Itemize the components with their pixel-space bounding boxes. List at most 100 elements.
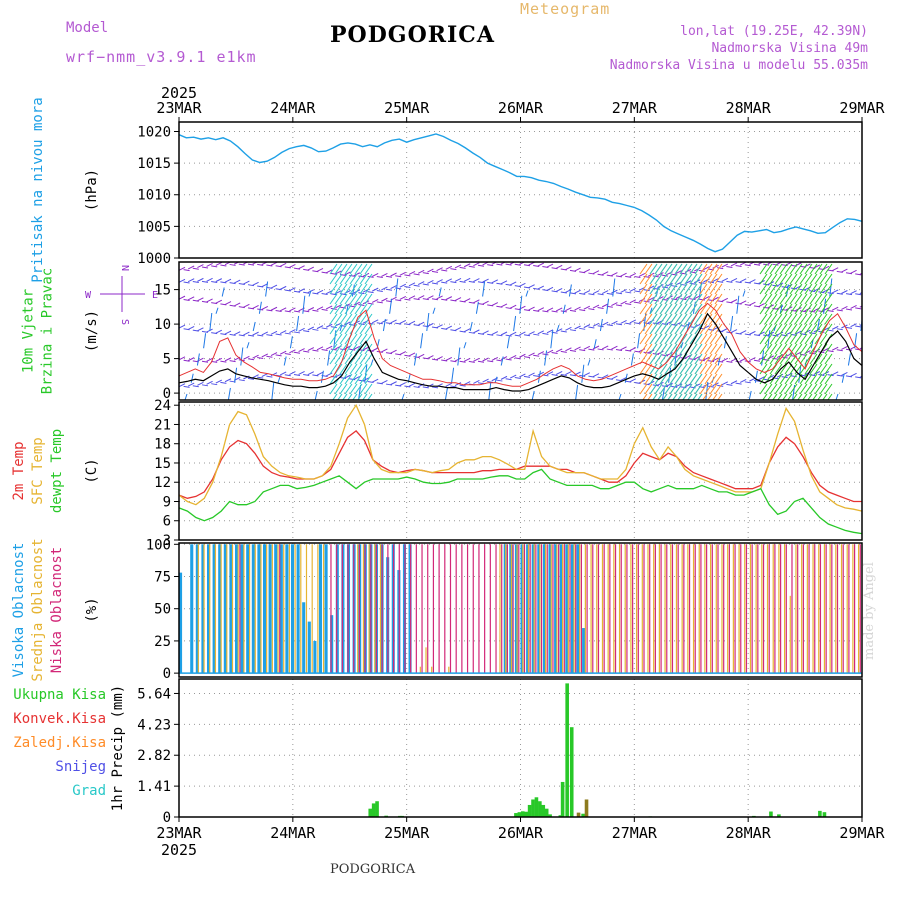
wind-storm-barb — [639, 313, 648, 325]
wind-barb — [293, 373, 301, 376]
wind-vector — [637, 333, 641, 349]
wind-storm-barb — [659, 333, 668, 345]
wind-barb — [321, 308, 328, 311]
wind-storm-barb — [344, 313, 353, 325]
wind-storm-barb — [779, 273, 788, 285]
wind-barb — [730, 277, 738, 282]
wind-barb — [671, 298, 678, 301]
pressure-side-label-0: Pritisak na nivou mora — [30, 97, 46, 282]
wind-storm-barb — [804, 293, 813, 305]
wind-storm-barb — [774, 293, 783, 305]
wind-barb — [376, 290, 383, 293]
wind-barb — [638, 348, 646, 353]
wind-barb — [187, 278, 195, 283]
precip-bar — [777, 814, 781, 817]
wind-barb — [758, 331, 765, 336]
wind-storm-barb — [809, 383, 818, 395]
cloud-high-bar — [257, 544, 261, 674]
wind-storm-barb — [759, 383, 768, 395]
wind-barb — [551, 310, 558, 313]
wind-storm-barb — [664, 333, 673, 345]
wind-barb — [284, 374, 291, 377]
wind-vector — [835, 393, 839, 400]
wind-barb — [293, 331, 301, 334]
pressure-ylabel: (hPa) — [84, 169, 100, 211]
wind-storm-barb — [809, 283, 818, 295]
wind-barb — [353, 375, 361, 380]
wind-barb — [629, 299, 637, 304]
wind-barb — [312, 374, 319, 377]
wind-storm-barb — [814, 283, 823, 295]
wind-barb — [431, 386, 439, 389]
wind-barb — [179, 278, 186, 283]
cloud-high-bar — [324, 544, 328, 674]
wind-vector — [550, 330, 554, 349]
wind-barb — [206, 298, 213, 303]
wind-storm-barb — [799, 323, 808, 335]
wind-barb — [698, 359, 705, 362]
wind-storm-barb — [699, 353, 708, 365]
wind-barb — [514, 334, 521, 337]
wind-barb — [454, 382, 462, 386]
wind-storm-barb — [819, 293, 828, 305]
wind-storm-barb — [789, 343, 798, 355]
wind-barb — [215, 299, 223, 304]
wind-barb — [284, 352, 291, 355]
wind-barb — [859, 305, 862, 308]
wind-storm-barb — [679, 363, 688, 375]
wind-storm-barb — [769, 273, 778, 285]
wind-barb — [436, 295, 443, 300]
wind-barb — [500, 331, 508, 336]
wind-barb — [243, 303, 250, 308]
wind-barb — [408, 320, 416, 325]
wind-storm-barb — [359, 383, 368, 395]
wind-barb — [450, 299, 457, 302]
wind-vector — [612, 278, 616, 297]
cloud-high-bar — [195, 544, 199, 674]
wind-barb — [551, 352, 558, 355]
wind-storm-barb — [334, 293, 343, 305]
wind-storm-barb — [339, 293, 348, 305]
wind-storm-barb — [824, 323, 833, 335]
wind-storm-barb — [354, 353, 363, 365]
wind-barb — [864, 325, 870, 326]
wind-barb — [441, 281, 448, 284]
wind-storm-barb — [759, 343, 768, 355]
wind-barb — [427, 322, 434, 327]
wind-barb — [583, 290, 591, 295]
wind-barb — [399, 283, 407, 288]
wind-storm-barb — [769, 333, 778, 345]
wind-barb — [597, 325, 604, 328]
wind-barb — [487, 281, 494, 284]
wind-storm-barb — [674, 373, 683, 385]
wind-vector — [519, 295, 523, 314]
wind-storm-barb — [344, 293, 353, 305]
wind-storm-barb — [349, 313, 358, 325]
wind-storm-barb — [794, 363, 803, 375]
wind-barb — [726, 265, 733, 268]
wind-barb — [179, 383, 186, 388]
wind-barb — [441, 359, 448, 362]
wind-barb — [270, 330, 278, 335]
wind-storm-barb — [689, 283, 698, 295]
wind-barb — [229, 263, 236, 266]
wind-barb — [712, 382, 719, 387]
wind-barb — [224, 301, 232, 306]
wind-storm-barb — [794, 313, 803, 325]
wind-barb — [463, 263, 471, 268]
wind-storm-barb — [339, 343, 348, 355]
wind-barb — [261, 331, 269, 336]
meteogram-label: Meteogram — [520, 0, 611, 18]
wind-storm-barb — [354, 343, 363, 355]
pressure-ytick-label: 1020 — [137, 124, 171, 140]
wind-barb — [325, 323, 333, 328]
wind-storm-barb — [787, 393, 793, 400]
wind-vector — [190, 373, 194, 383]
temperature-ytick-label: 21 — [154, 417, 171, 433]
wind-barb — [749, 262, 756, 265]
wind-barb — [316, 325, 324, 330]
wind-barb — [537, 330, 545, 335]
wind-barb — [859, 272, 862, 275]
wind-storm-barb — [799, 363, 808, 375]
pressure-ytick-label: 1010 — [137, 188, 171, 204]
